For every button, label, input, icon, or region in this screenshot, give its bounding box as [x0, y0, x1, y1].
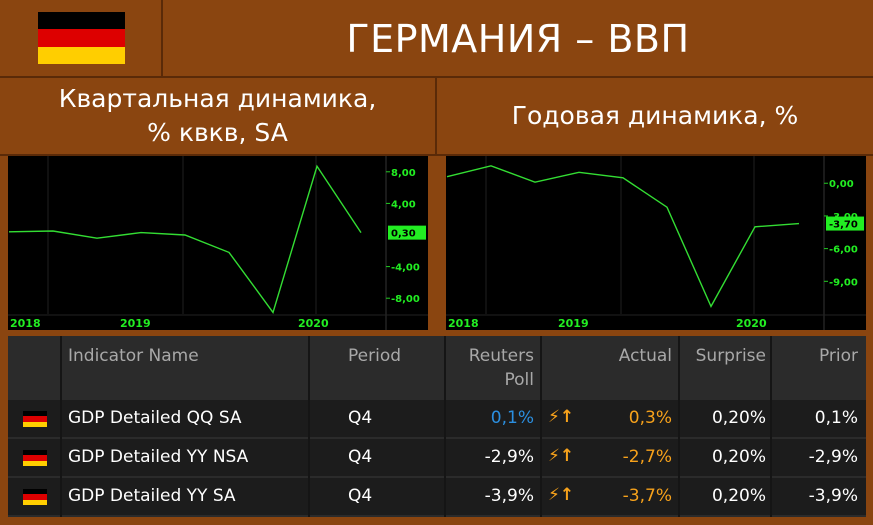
prior-value: -2,9% [808, 447, 858, 467]
prior-value: -3,9% [808, 486, 858, 506]
surprise-value: 0,20% [711, 408, 766, 428]
y-tick-label: -4,00 [391, 263, 420, 274]
header-actual: Actual [618, 346, 672, 366]
last-value-marker [826, 216, 864, 231]
column-separator [444, 336, 446, 517]
surprise-up-icon: ⚡↑ [548, 446, 575, 466]
header-surprise: Surprise [695, 346, 766, 366]
poll-value: -2,9% [484, 447, 534, 467]
last-value-label: -3,70 [829, 220, 858, 231]
actual-value: 0,3% [628, 408, 672, 428]
indicator-name: GDP Detailed YY NSA [68, 447, 249, 467]
y-tick-label: 8,00 [391, 168, 416, 179]
x-tick-label: 2019 [120, 317, 151, 330]
page-title: ГЕРМАНИЯ – ВВП [346, 17, 690, 61]
last-value-marker [388, 225, 426, 240]
indicator-name: GDP Detailed YY SA [68, 486, 236, 506]
series-line [446, 165, 800, 308]
surprise-value: 0,20% [711, 447, 766, 467]
indicator-name: GDP Detailed QQ SA [68, 408, 242, 428]
series-line [8, 164, 362, 314]
x-tick-label: 2019 [558, 317, 589, 330]
y-tick-label: -9,00 [829, 277, 858, 288]
table-header-row [8, 336, 866, 398]
germany-flag-icon [23, 489, 47, 505]
column-separator [770, 336, 772, 517]
indicators-table: Indicator Name Period Reuters Poll Actua… [8, 336, 866, 517]
x-tick-label: 2020 [298, 317, 329, 330]
y-tick-label: -8,00 [391, 294, 420, 305]
y-tick-label: 0,00 [829, 179, 854, 190]
x-tick-label: 2018 [448, 317, 479, 330]
period-value: Q4 [348, 408, 373, 428]
header-poll-2: Poll [504, 370, 535, 390]
x-tick-label: 2018 [10, 317, 41, 330]
quarterly-chart-svg: 8,00 4,00 0,30 -4,00 -8,00 2018 2019 2020 [8, 156, 428, 330]
y-tick-label: 4,00 [391, 199, 416, 210]
actual-value: -3,7% [622, 486, 672, 506]
period-value: Q4 [348, 447, 373, 467]
column-separator [308, 336, 310, 517]
header-poll-1: Reuters [468, 346, 534, 366]
quarterly-chart: 8,00 4,00 0,30 -4,00 -8,00 2018 2019 2020 [8, 156, 428, 330]
actual-value: -2,7% [622, 447, 672, 467]
header-indicator: Indicator Name [68, 346, 199, 366]
x-tick-label: 2020 [736, 317, 767, 330]
prior-value: 0,1% [814, 408, 858, 428]
column-separator [60, 336, 62, 517]
germany-flag-icon [23, 411, 47, 427]
column-separator [678, 336, 680, 517]
y-tick-label: -6,00 [829, 245, 858, 256]
left-panel-title: Квартальная динамика, % квкв, SA [58, 84, 377, 147]
table-row[interactable] [8, 400, 866, 437]
divider [161, 0, 163, 76]
germany-flag-icon [23, 450, 47, 466]
germany-flag [38, 12, 125, 64]
table-row[interactable] [8, 439, 866, 476]
poll-value: 0,1% [490, 408, 534, 428]
poll-value: -3,9% [484, 486, 534, 506]
divider [0, 154, 873, 156]
surprise-up-icon: ⚡↑ [548, 407, 575, 427]
surprise-up-icon: ⚡↑ [548, 485, 575, 505]
right-panel-title: Годовая динамика, % [511, 101, 799, 130]
divider [435, 76, 437, 154]
surprise-value: 0,20% [711, 486, 766, 506]
last-value-label: 0,30 [391, 229, 416, 240]
header-prior: Prior [818, 346, 858, 366]
column-separator [540, 336, 542, 517]
table-row[interactable] [8, 478, 866, 515]
header-period: Period [348, 346, 402, 366]
period-value: Q4 [348, 486, 373, 506]
